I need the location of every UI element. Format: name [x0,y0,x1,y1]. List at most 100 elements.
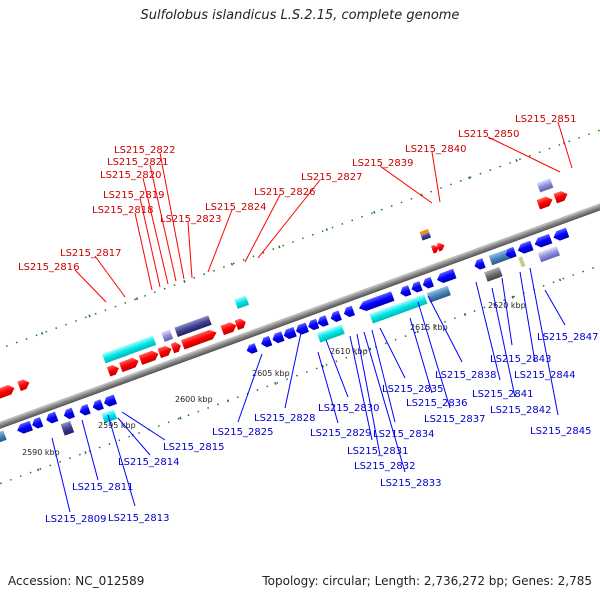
reverse-gene-arrow [411,281,423,293]
gene-label-group: LS215_2847 [537,289,598,343]
gene-label-group: LS215_2825 [212,353,273,438]
reverse-gene-arrow [261,335,273,348]
gene-label-group: LS215_2828 [254,327,315,424]
gene-label-group: LS215_2818 [92,205,153,291]
gene-label-group: LS215_2820 [100,170,169,285]
reverse-gene-arrow [272,331,285,344]
reverse-gene-arrow [46,411,59,424]
gene-label: LS215_2847 [537,332,598,343]
gene-label: LS215_2851 [515,114,576,125]
rna-feature [369,294,428,324]
gene-label: LS215_2826 [254,187,315,198]
reverse-gene-arrow [17,420,33,434]
gene-label: LS215_2845 [530,426,591,437]
gene-label-group: LS215_2827 [257,172,362,259]
gene-label: LS215_2842 [490,405,551,416]
gene-label-group: LS215_2826 [244,187,315,263]
gene-label: LS215_2843 [490,354,551,365]
gene-label: LS215_2815 [163,442,224,453]
reverse-gene-arrow [436,268,457,283]
gene-label: LS215_2818 [92,205,153,216]
reverse-gene-arrow [317,315,329,327]
gene-label-group: LS215_2840 [405,144,466,203]
gene-label-group: LS215_2817 [60,248,126,298]
inner-tick-track [0,243,600,492]
gene-label: LS215_2822 [114,145,175,156]
reverse-gene-arrow [92,399,104,411]
gene-label: LS215_2817 [60,248,121,259]
genome-band [0,124,600,492]
gene-label: LS215_2836 [406,398,467,409]
reverse-gene-arrow [517,240,534,254]
forward-gene-arrow [17,379,30,392]
gene-label: LS215_2823 [160,214,221,225]
reverse-gene-arrow [79,404,91,416]
gene-label: LS215_2838 [435,370,496,381]
gene-label-group: LS215_2823 [160,214,221,279]
gene-label: LS215_2816 [18,262,79,273]
gene-label: LS215_2819 [103,190,164,201]
gene-label-group: LS215_2850 [458,129,561,173]
reverse-gene-arrow [308,318,320,331]
rna-feature [316,324,345,343]
gene-label: LS215_2820 [100,170,161,181]
forward-gene-arrow [430,244,439,254]
gene-label-group: LS215_2843 [490,277,551,365]
reverse-gene-arrow [400,285,412,297]
rna-feature [101,409,118,424]
gene-label-group: LS215_2841 [472,281,533,400]
forward-gene-arrow [138,350,159,365]
gene-label-group: LS215_2824 [205,202,266,273]
reverse-gene-arrow [246,343,258,354]
gene-label-group: LS215_2819 [103,190,164,288]
gene-label: LS215_2841 [472,389,533,400]
forward-gene-arrow [119,357,139,373]
reverse-strand-features [0,227,570,444]
gene-label-group: LS215_2839 [352,158,433,204]
reverse-gene-arrow [32,417,44,429]
gene-label: LS215_2830 [318,403,379,414]
gene-label: LS215_2834 [373,429,434,440]
gene-label: LS215_2829 [310,428,371,439]
gene-label: LS215_2832 [354,461,415,472]
gene-label: LS215_2844 [514,370,575,381]
gene-label-group: LS215_2832 [354,333,415,472]
gene-block [518,256,526,268]
gene-label: LS215_2821 [107,157,168,168]
gene-label-group: LS215_2829 [310,351,371,439]
gene-label-group: LS215_2822 [114,145,185,280]
gene-label-group: LS215_2835 [379,327,443,395]
gene-label: LS215_2835 [382,384,443,395]
gene-label: LS215_2828 [254,413,315,424]
gene-label: LS215_2840 [405,144,466,155]
gene-label-group: LS215_2836 [406,317,467,409]
kbp-label: 2595 kbp [98,421,136,430]
gene-label-group: LS215_2833 [363,331,441,489]
pseudogene-block [484,266,503,282]
pseudogene-block [536,178,554,193]
map-title: Sulfolobus islandicus L.S.2.15, complete… [140,8,460,23]
reverse-gene-arrow [358,291,395,312]
rna-feature [234,295,250,309]
reverse-gene-arrow [330,310,342,322]
pseudogene-block [174,315,212,338]
forward-gene-arrow [220,322,237,336]
reverse-gene-arrow [553,227,570,241]
reverse-gene-arrow [295,322,309,335]
gene-label-group: LS215_2838 [427,295,496,381]
forward-gene-arrow [181,329,217,350]
gene-label: LS215_2814 [118,457,179,468]
gene-label: LS215_2809 [45,514,106,525]
pseudogene-block [0,430,7,444]
forward-gene-arrow [170,342,181,354]
forward-gene-arrow [157,345,172,359]
pseudogene-block [537,246,560,263]
gene-label: LS215_2811 [72,482,133,493]
kbp-label: 2615 kbp [410,323,448,332]
kbp-ruler: 2590 kbp 2595 kbp 2600 kbp 2605 kbp 2610… [22,301,526,457]
gene-label: LS215_2824 [205,202,266,213]
gene-label-group: LS215_2845 [529,267,591,437]
genome-backbone [0,182,600,450]
gene-label: LS215_2837 [424,414,485,425]
gene-label: LS215_2839 [352,158,413,169]
